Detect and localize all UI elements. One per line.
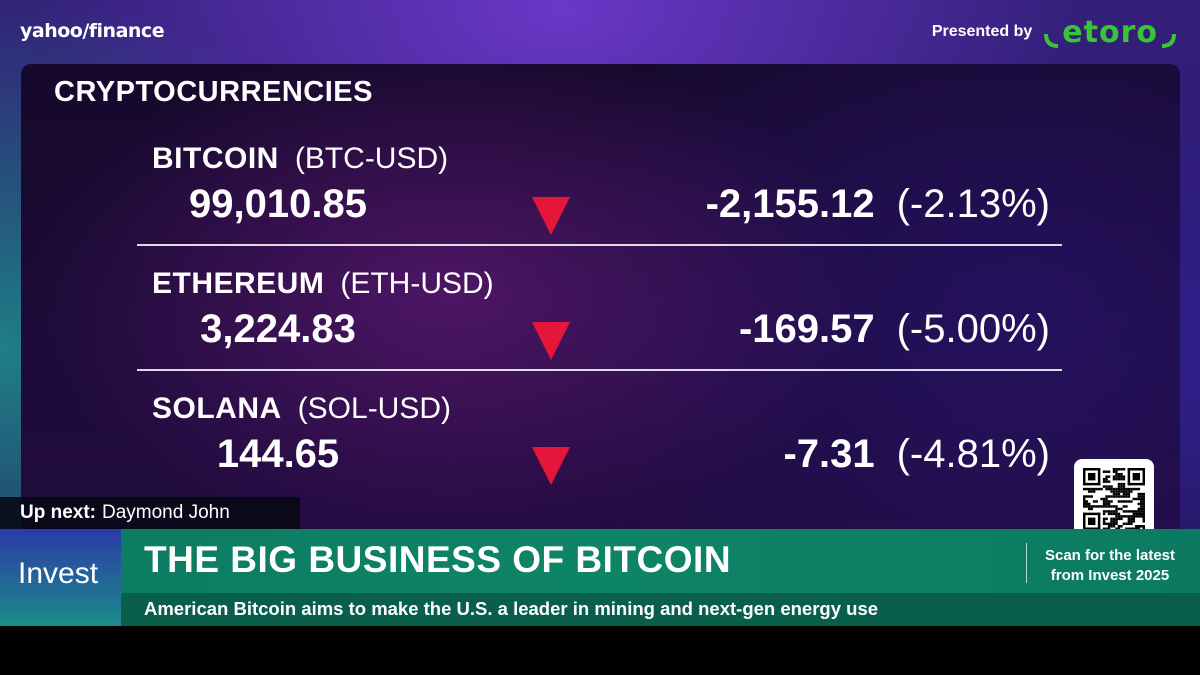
sponsor-block: Presented by etoro (932, 10, 1176, 54)
change-percent: (-5.00%) (896, 307, 1050, 351)
crypto-name-label: SOLANA (152, 392, 282, 425)
invest-label: Invest (18, 557, 99, 590)
crypto-ticker: (BTC-USD) (294, 142, 449, 175)
change-value: -2,155.12 (705, 182, 875, 226)
crypto-name: SOLANA (SOL-USD) (152, 392, 451, 426)
scan-cta: Scan for the latest from Invest 2025 (1034, 546, 1186, 586)
crypto-row-bitcoin: BITCOIN (BTC-USD) 99,010.85 -2,155.12 (-2.… (21, 142, 1180, 266)
row-divider (137, 244, 1062, 246)
crypto-price: 144.65 (216, 432, 340, 476)
up-next-label: Up next: (20, 502, 96, 523)
down-arrow-icon (532, 447, 570, 485)
crypto-change: -2,155.12 (-2.13%) (706, 182, 1050, 227)
crypto-name-label: ETHEREUM (152, 267, 325, 300)
row-divider (137, 369, 1062, 371)
headline: THE BIG BUSINESS OF BITCOIN (144, 539, 732, 580)
crypto-name: ETHEREUM (ETH-USD) (152, 267, 494, 301)
crypto-change: -169.57 (-5.00%) (739, 307, 1050, 352)
crypto-row-solana: SOLANA (SOL-USD) 144.65 -7.31 (-4.81%) (21, 392, 1180, 516)
scan-divider (1026, 543, 1027, 583)
etoro-logo: etoro (1044, 15, 1176, 50)
crypto-price: 3,224.83 (200, 307, 356, 351)
change-value: -7.31 (783, 432, 875, 476)
down-arrow-icon (532, 197, 570, 235)
up-next-bar: Up next: Daymond John (0, 497, 300, 529)
up-next-name: Daymond John (102, 502, 230, 523)
invest-badge: Invest (0, 529, 121, 626)
bull-horn-right-icon (1161, 33, 1176, 48)
crypto-price: 99,010.85 (189, 182, 367, 226)
qr-code-icon (1083, 468, 1145, 530)
crypto-row-ethereum: ETHEREUM (ETH-USD) 3,224.83 -169.57 (-5.00… (21, 267, 1180, 391)
yahoo-finance-logo: yahoo/finance (20, 20, 165, 42)
subline-bar (121, 593, 1200, 626)
crypto-panel: CRYPTOCURRENCIES BITCOIN (BTC-USD) 99,010… (21, 64, 1180, 544)
change-percent: (-4.81%) (896, 432, 1050, 476)
lower-third: Invest THE BIG BUSINESS OF BITCOIN Ameri… (0, 529, 1200, 626)
presented-by-label: Presented by (931, 23, 1033, 40)
change-value: -169.57 (738, 307, 875, 351)
subline: American Bitcoin aims to make the U.S. a… (144, 598, 879, 619)
letterbox-bar (0, 626, 1200, 675)
crypto-change: -7.31 (-4.81%) (783, 432, 1050, 477)
scan-cta-line1: Scan for the latest (1044, 547, 1176, 564)
crypto-name-label: BITCOIN (152, 142, 279, 175)
scan-cta-line2: from Invest 2025 (1050, 567, 1170, 584)
change-percent: (-2.13%) (896, 182, 1050, 226)
crypto-name: BITCOIN (BTC-USD) (152, 142, 448, 176)
panel-title: CRYPTOCURRENCIES (54, 76, 373, 108)
crypto-ticker: (ETH-USD) (340, 267, 494, 300)
crypto-ticker: (SOL-USD) (297, 392, 452, 425)
bull-horn-left-icon (1044, 33, 1059, 48)
etoro-wordmark: etoro (1062, 14, 1158, 50)
down-arrow-icon (532, 322, 570, 360)
qr-code[interactable] (1074, 459, 1154, 539)
